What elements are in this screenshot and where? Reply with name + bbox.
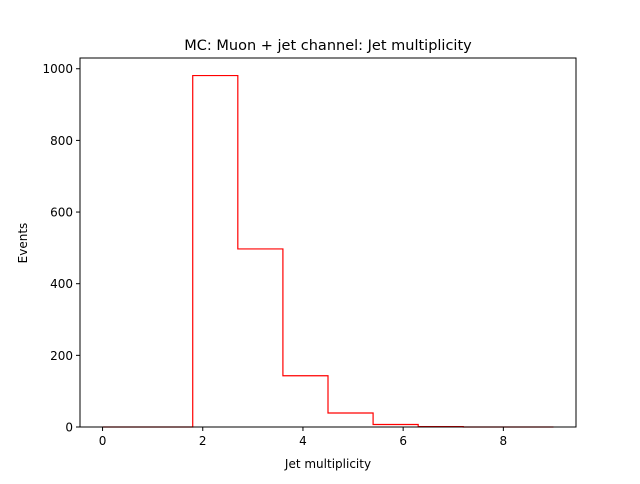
x-tick-label: 2: [199, 434, 207, 448]
x-tick-label: 4: [299, 434, 307, 448]
y-tick-label: 400: [50, 277, 73, 291]
y-tick-label: 1000: [42, 62, 73, 76]
x-tick-label: 8: [500, 434, 508, 448]
y-tick-label: 600: [50, 206, 73, 220]
x-tick-label: 6: [399, 434, 407, 448]
x-tick-label: 0: [99, 434, 107, 448]
chart-title: MC: Muon + jet channel: Jet multiplicity: [184, 38, 472, 54]
x-axis-label: Jet multiplicity: [284, 457, 371, 471]
y-axis-label: Events: [16, 223, 30, 264]
y-tick-label: 800: [50, 134, 73, 148]
y-tick-label: 200: [50, 349, 73, 363]
y-tick-label: 0: [65, 421, 73, 435]
